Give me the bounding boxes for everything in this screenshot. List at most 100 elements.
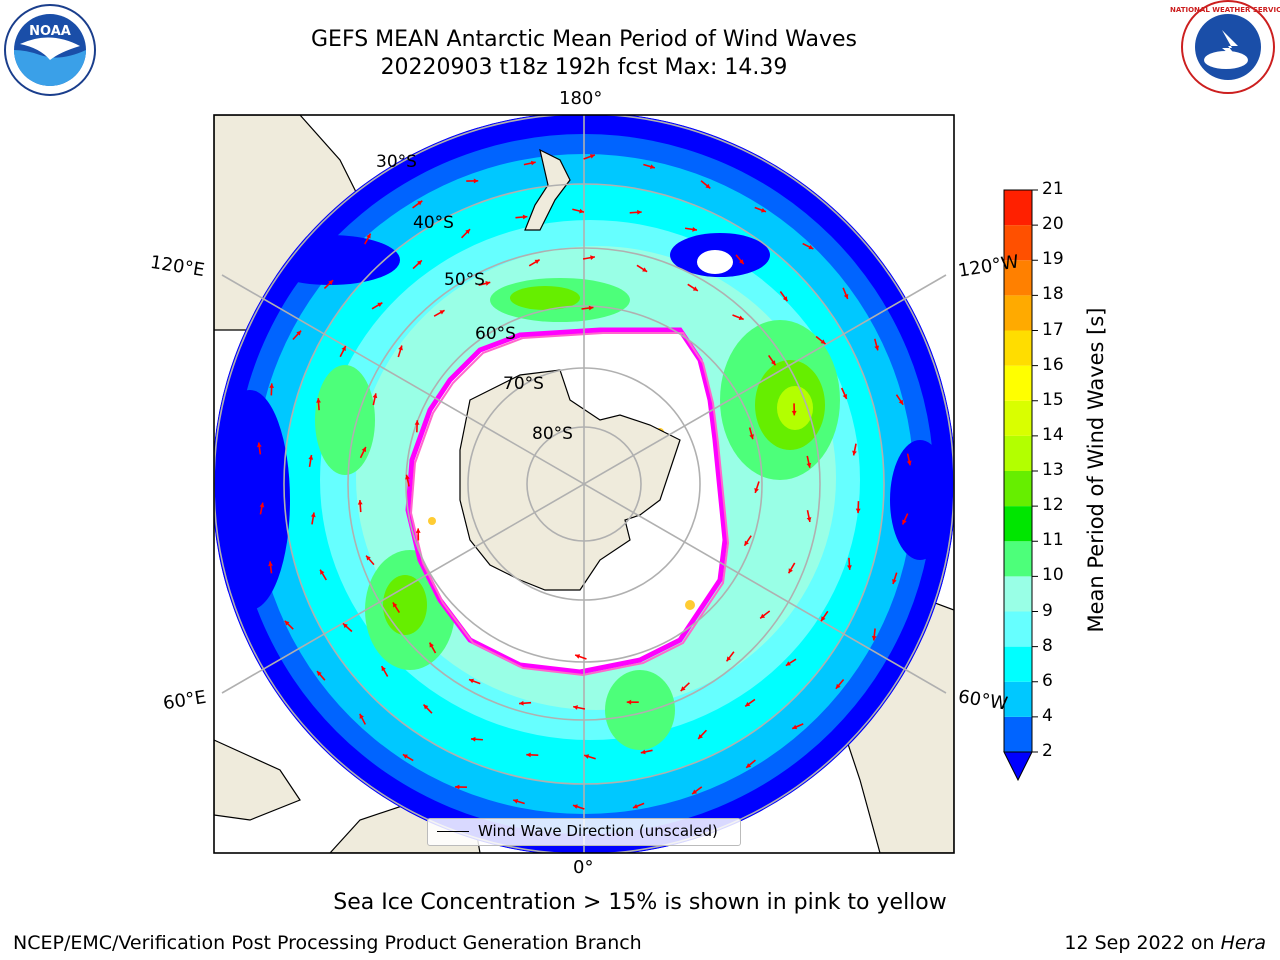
- colorbar-tick-label: 11: [1042, 530, 1064, 551]
- lat-label-70s: 70°S: [503, 374, 544, 394]
- wind-wave-arrowhead: [835, 683, 841, 689]
- wind-wave-arrowhead: [902, 519, 907, 525]
- lat-label-60s: 60°S: [475, 324, 516, 344]
- wind-wave-arrowhead: [310, 512, 316, 518]
- wind-wave-arrowhead: [405, 474, 410, 480]
- lat-label-80s: 80°S: [532, 424, 573, 444]
- wind-wave-arrowhead: [402, 754, 408, 759]
- colorbar-tick-label: 13: [1042, 460, 1064, 480]
- wind-wave-arrowhead: [316, 398, 321, 403]
- wind-wave-arrowhead: [792, 724, 798, 730]
- wind-wave-arrowhead: [269, 383, 275, 388]
- wind-wave-arrowhead: [806, 462, 812, 468]
- wind-wave-arrowhead: [632, 803, 638, 809]
- wind-wave-arrowhead: [754, 487, 759, 493]
- wind-wave-arrowhead: [842, 393, 847, 399]
- lat-label-40s: 40°S: [413, 213, 454, 233]
- wind-wave-arrowhead: [534, 259, 540, 265]
- noaa-logo-text: NOAA: [29, 24, 71, 39]
- colorbar-label: Mean Period of Wind Waves [s]: [1084, 307, 1108, 633]
- wind-wave-arrowhead: [820, 339, 826, 344]
- wind-wave-arrowhead: [808, 244, 814, 250]
- wind-wave-arrowhead: [626, 699, 632, 705]
- svg-text:NATIONAL WEATHER SERVICE: NATIONAL WEATHER SERVICE: [1170, 6, 1280, 14]
- wind-wave-arrowhead: [898, 399, 904, 405]
- wind-wave-arrowhead: [692, 227, 697, 232]
- chart-subtitle: 20220903 t18z 192h fcst Max: 14.39: [380, 55, 788, 80]
- chart-title: GEFS MEAN Antarctic Mean Period of Wind …: [311, 27, 857, 52]
- wind-wave-arrows: [256, 154, 912, 810]
- wind-wave-arrowhead: [268, 561, 273, 567]
- wind-wave-arrowhead: [692, 286, 698, 291]
- wind-wave-arrowhead: [806, 517, 812, 522]
- wind-wave-arrowhead: [377, 302, 383, 308]
- antarctica: [459, 369, 681, 591]
- wind-wave-arrowhead: [470, 736, 476, 742]
- wind-wave-arrowhead: [821, 616, 826, 622]
- wind-wave-arrowhead: [469, 678, 474, 684]
- colorbar-segment: [1004, 681, 1032, 717]
- wind-wave-arrowhead: [439, 310, 445, 315]
- colorbar-segment: [1004, 471, 1032, 507]
- wind-wave-arrowhead: [416, 260, 422, 266]
- wind-wave-arrowhead: [454, 784, 460, 790]
- wind-wave-arrowhead: [317, 671, 322, 676]
- wind-wave-arrowhead: [485, 281, 491, 286]
- wind-wave-arrowhead: [640, 749, 646, 755]
- lon-label-0: 0°: [573, 857, 594, 878]
- colorbar-segment: [1004, 541, 1032, 577]
- lat-label-30s: 30°S: [376, 152, 417, 172]
- wind-wave-arrowhead: [284, 620, 290, 626]
- colorbar-tick-label: 20: [1042, 214, 1064, 235]
- wind-wave-arrowhead: [590, 255, 595, 261]
- colorbar-segment: [1004, 400, 1032, 436]
- wind-wave-arrowhead: [771, 360, 776, 366]
- colorbar-tick-label: 10: [1042, 565, 1064, 586]
- wind-wave-arrowhead: [519, 700, 524, 706]
- colorbar-tick-label: 9: [1042, 600, 1053, 621]
- wind-wave-arrowhead: [473, 178, 479, 184]
- wind-wave-arrowhead: [584, 754, 590, 759]
- wind-wave-arrowhead: [572, 804, 578, 809]
- colorbar-tick-label: 18: [1042, 284, 1064, 305]
- colorbar-tick-label: 17: [1042, 319, 1064, 340]
- wind-wave-arrowhead: [361, 447, 367, 453]
- footer-date-text: 12 Sep 2022 on: [1064, 932, 1221, 954]
- wind-wave-arrowhead: [744, 540, 749, 546]
- wind-wave-arrowhead: [414, 420, 420, 425]
- wind-wave-arrowhead: [296, 330, 302, 336]
- map-border: [213, 114, 955, 854]
- colorbar-segment: [1004, 190, 1032, 226]
- lon-label-180: 180°: [559, 88, 603, 109]
- wind-wave-arrowhead: [579, 208, 584, 214]
- graticule: [214, 115, 954, 853]
- wind-wave-arrowhead: [366, 233, 371, 239]
- wind-wave-arrowhead: [341, 346, 346, 352]
- wind-wave-arrowhead: [739, 259, 744, 265]
- colorbar-segment: [1004, 646, 1032, 682]
- colorbar-tick-label: 14: [1042, 424, 1064, 445]
- colorbar-tick-label: 8: [1042, 635, 1053, 656]
- wind-wave-arrowhead: [423, 704, 429, 710]
- wind-wave-arrowhead: [320, 569, 325, 575]
- wind-wave-arrowhead: [256, 442, 262, 448]
- nws-logo: NATIONAL WEATHER SERVICE: [1170, 0, 1280, 94]
- sea-ice-caption: Sea Ice Concentration > 15% is shown in …: [333, 890, 947, 915]
- wind-wave-arrowhead: [588, 305, 594, 311]
- wind-wave-arrowhead: [366, 555, 371, 561]
- colorbar-tick-label: 4: [1042, 705, 1053, 726]
- wind-wave-arrowhead: [847, 565, 852, 570]
- new-zealand: [524, 148, 571, 231]
- colorbar-tick-label: 6: [1042, 670, 1053, 691]
- lat-label-50s: 50°S: [444, 270, 485, 290]
- wind-wave-arrowhead: [359, 713, 364, 719]
- wind-wave-arrowhead: [761, 207, 766, 213]
- footer-date: 12 Sep 2022 on Hera: [1064, 932, 1266, 954]
- wind-wave-arrowhead: [357, 500, 363, 505]
- colorbar-tick-label: 15: [1042, 389, 1064, 410]
- colorbar-segment: [1004, 716, 1032, 752]
- wind-wave-arrowhead: [415, 528, 421, 533]
- colorbar: [1003, 189, 1038, 782]
- wind-wave-arrowhead: [698, 734, 703, 739]
- wind-wave-arrowhead: [381, 666, 386, 672]
